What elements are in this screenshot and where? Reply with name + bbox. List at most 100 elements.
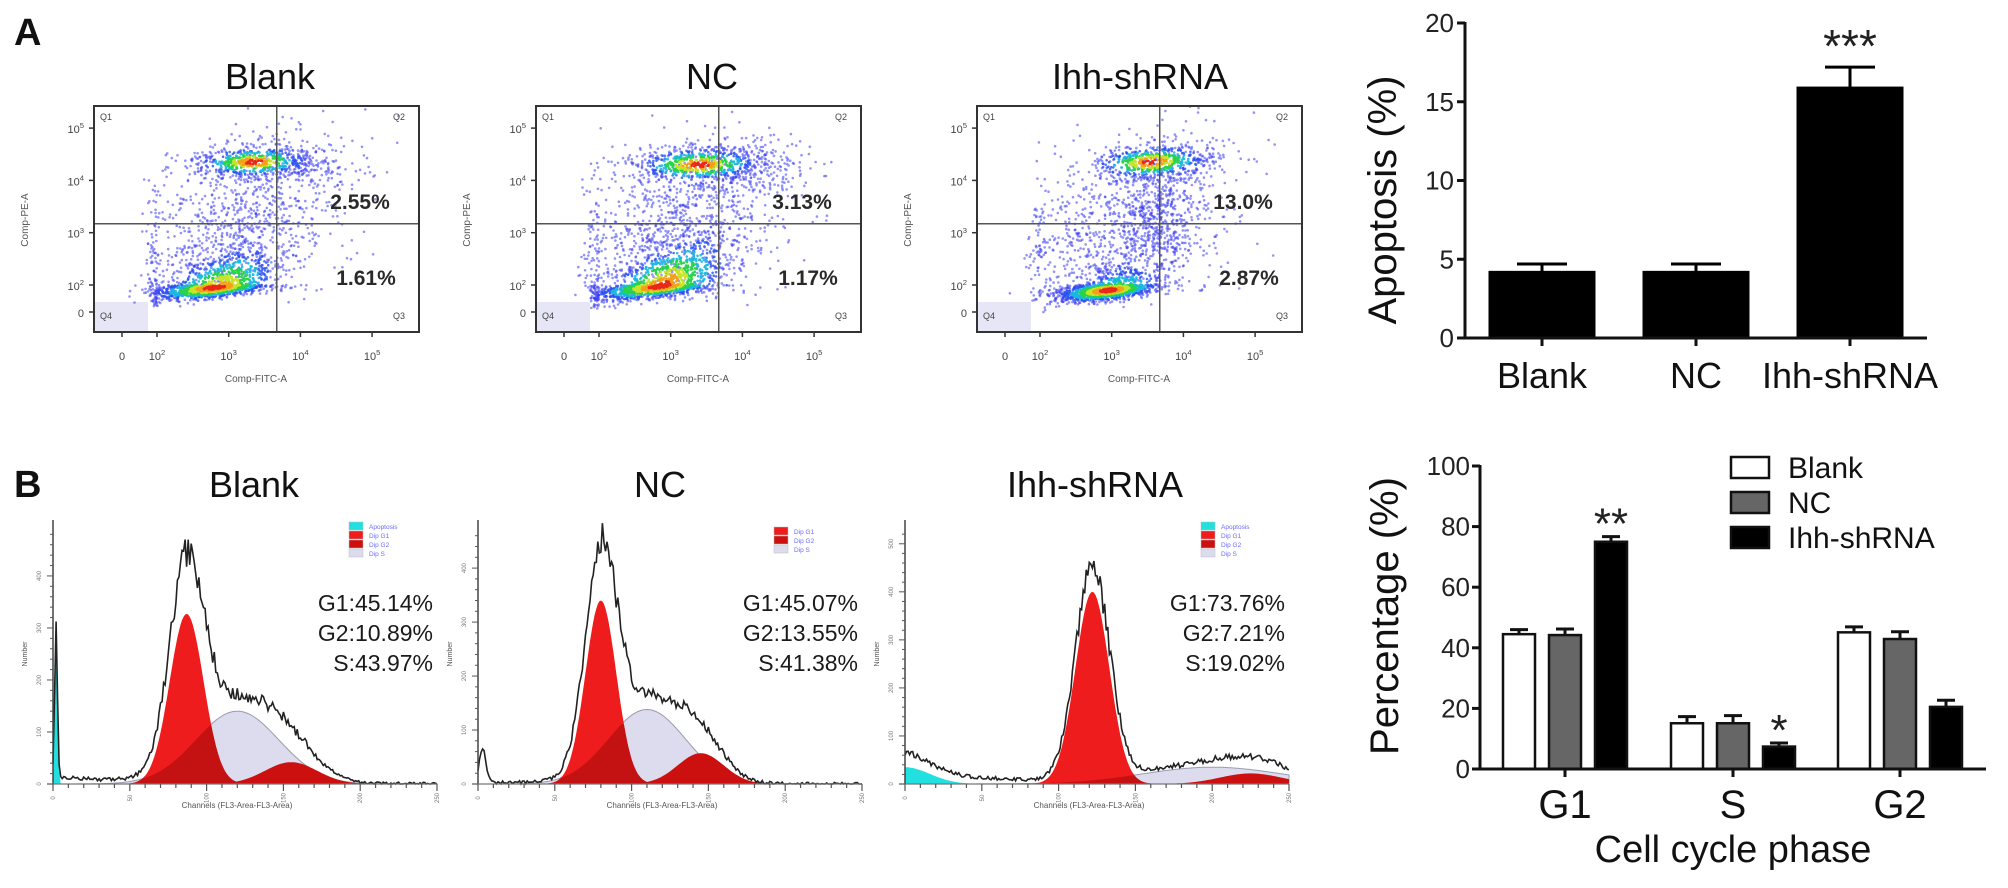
event-dot <box>619 232 623 235</box>
event-dot <box>180 202 184 205</box>
event-dot <box>746 207 750 211</box>
event-dot <box>578 273 582 277</box>
event-dot <box>582 193 586 196</box>
event-dot <box>191 250 194 253</box>
event-dot <box>714 175 717 178</box>
event-dot <box>807 152 811 156</box>
event-dot <box>152 241 155 244</box>
event-dot <box>168 215 171 219</box>
event-dot <box>331 170 334 173</box>
event-dot <box>284 151 288 154</box>
event-dot <box>615 235 618 238</box>
event-dot <box>746 303 749 307</box>
event-dot <box>204 280 207 284</box>
event-dot <box>628 294 632 298</box>
event-dot <box>674 216 678 219</box>
event-dot <box>364 108 367 111</box>
event-dot <box>248 275 252 279</box>
event-dot <box>261 233 265 237</box>
event-dot <box>183 246 187 250</box>
event-dot <box>198 156 201 159</box>
event-dot <box>285 269 288 272</box>
event-dot <box>650 205 653 209</box>
event-dot <box>310 168 314 171</box>
event-dot <box>305 174 309 177</box>
event-dot <box>612 304 616 308</box>
event-dot <box>645 169 649 172</box>
event-dot <box>153 225 157 228</box>
event-dot <box>178 305 182 308</box>
event-dot <box>265 219 269 223</box>
event-dot <box>256 261 260 264</box>
event-dot <box>589 245 592 248</box>
event-dot <box>703 124 707 128</box>
event-dot <box>587 286 590 289</box>
event-dot <box>297 120 301 124</box>
event-dot <box>671 229 674 232</box>
event-dot <box>188 281 191 285</box>
event-dot <box>300 235 304 239</box>
event-dot <box>220 171 223 174</box>
event-dot <box>595 264 599 267</box>
event-dot <box>702 237 705 241</box>
event-dot <box>149 294 152 297</box>
event-dot <box>288 228 292 231</box>
event-dot <box>326 204 329 208</box>
event-dot <box>260 243 263 246</box>
event-dot <box>298 174 301 178</box>
event-dot <box>149 288 153 292</box>
event-dot <box>589 230 592 234</box>
event-dot <box>141 212 144 215</box>
event-dot <box>730 242 733 246</box>
event-dot <box>691 202 694 206</box>
event-dot <box>614 306 617 310</box>
event-dot <box>225 250 228 253</box>
event-dot <box>238 234 241 238</box>
event-dot <box>296 149 300 152</box>
event-dot <box>188 245 191 249</box>
event-dot <box>289 168 292 171</box>
event-dot <box>723 190 727 193</box>
event-dot <box>273 137 276 141</box>
event-dot <box>309 179 313 182</box>
event-dot <box>698 233 701 236</box>
event-dot <box>211 263 214 266</box>
event-dot <box>776 184 780 187</box>
event-dot <box>256 252 259 256</box>
event-dot <box>221 177 224 180</box>
event-dot <box>668 244 672 248</box>
event-dot <box>228 243 232 247</box>
event-dot <box>320 148 324 152</box>
event-dot <box>254 262 258 266</box>
event-dot <box>661 244 664 247</box>
event-dot <box>749 171 752 175</box>
event-dot <box>654 151 658 155</box>
event-dot <box>597 250 601 254</box>
event-dot <box>189 164 192 168</box>
event-dot <box>632 176 636 179</box>
event-dot <box>701 287 704 291</box>
event-dot <box>260 266 264 270</box>
event-dot <box>200 181 203 185</box>
event-dot <box>269 163 272 167</box>
event-dot <box>782 151 786 154</box>
event-dot <box>714 265 717 268</box>
event-dot <box>690 246 693 250</box>
event-dot <box>595 213 599 216</box>
event-dot <box>738 266 741 270</box>
event-dot <box>251 227 255 230</box>
event-dot <box>273 278 277 282</box>
event-dot <box>687 146 690 149</box>
event-dot <box>166 230 169 233</box>
event-dot <box>772 133 776 137</box>
event-dot <box>271 230 275 234</box>
event-dot <box>641 173 644 177</box>
event-dot <box>305 283 308 287</box>
event-dot <box>241 288 244 292</box>
event-dot <box>737 194 740 198</box>
event-dot <box>176 154 179 157</box>
event-dot <box>257 163 261 166</box>
event-dot <box>583 269 587 272</box>
event-dot <box>786 159 789 162</box>
event-dot <box>672 185 676 188</box>
